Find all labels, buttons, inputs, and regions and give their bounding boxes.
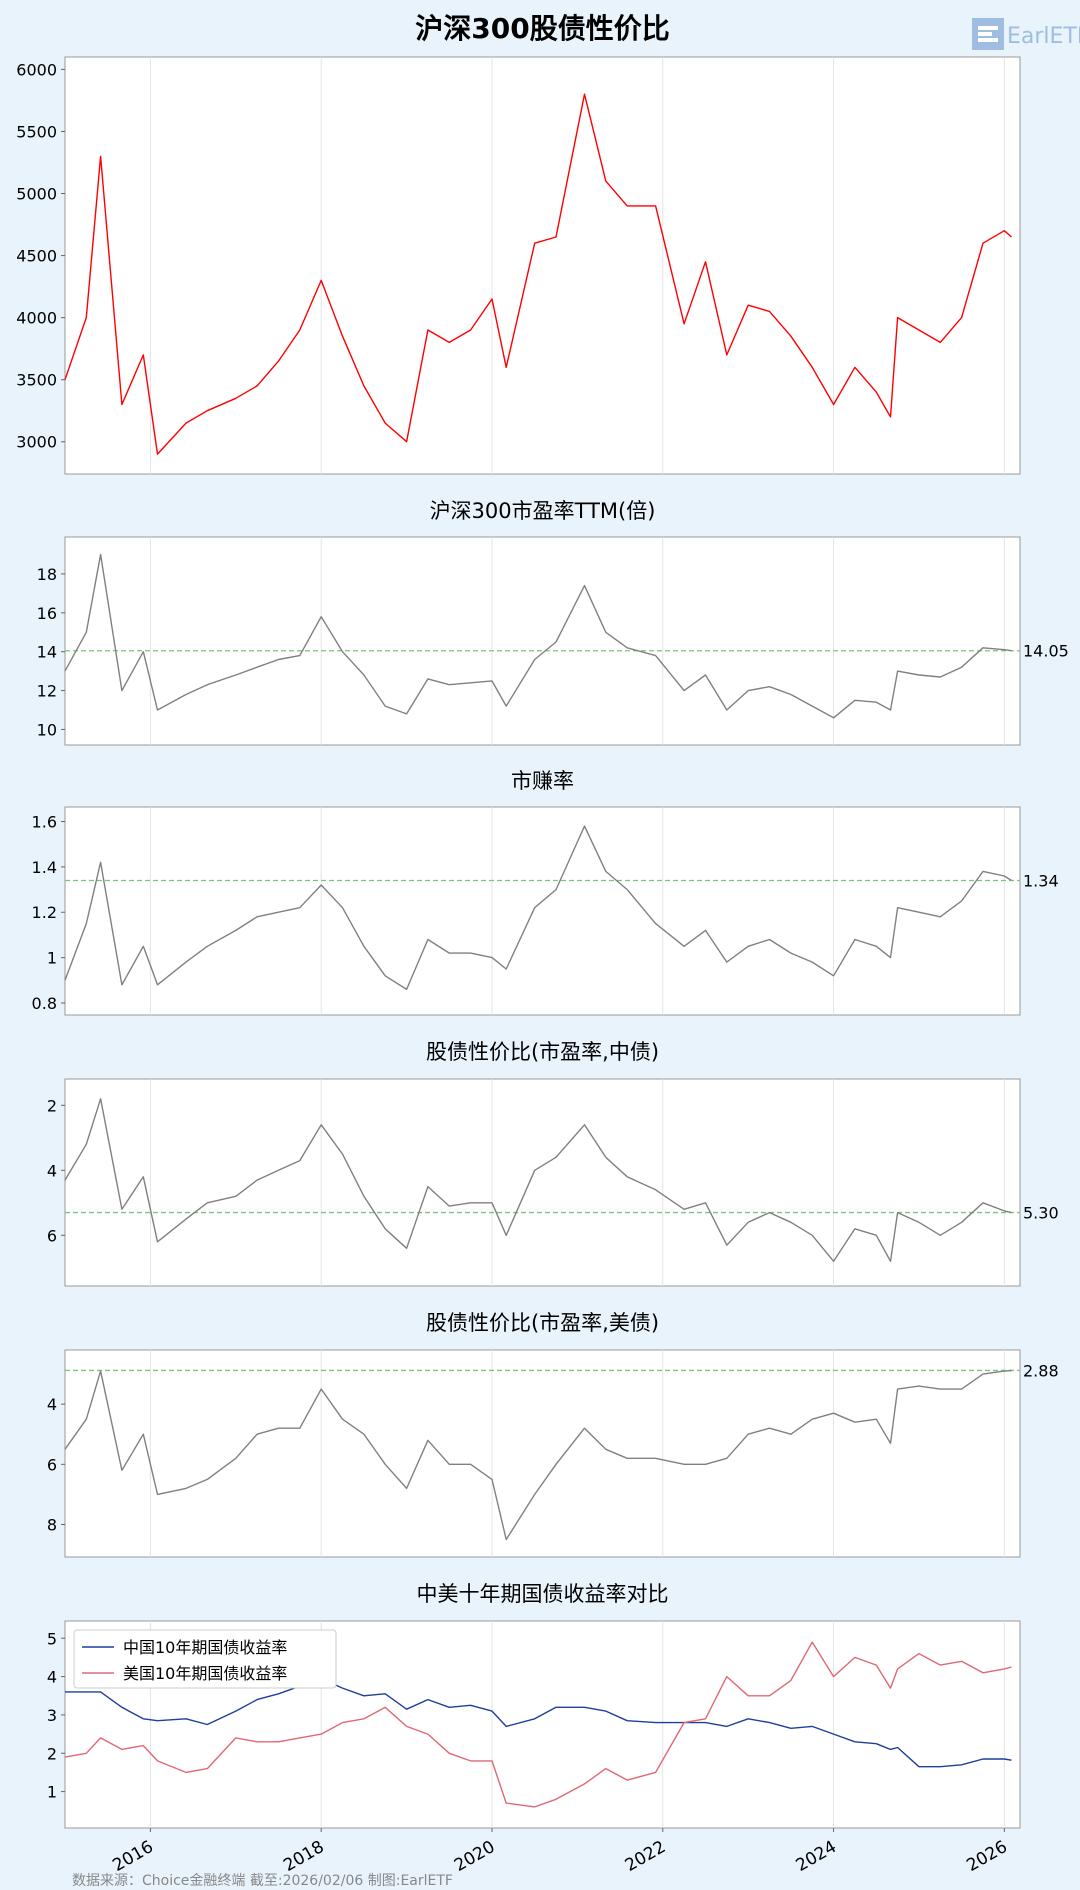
panel-2: 沪深300市盈率TTM(倍) 10 12 14 16 18 14.05 bbox=[37, 499, 1069, 746]
y-tick-label: 16 bbox=[37, 604, 57, 623]
x-tick-label: 2020 bbox=[451, 1837, 498, 1876]
earletf-logo: EarlETF bbox=[972, 16, 1080, 54]
y-tick-label: 1 bbox=[47, 949, 57, 968]
reference-label: 14.05 bbox=[1023, 642, 1069, 661]
legend-label: 美国10年期国债收益率 bbox=[123, 1664, 287, 1683]
plot-area bbox=[64, 56, 1021, 475]
y-tick-label: 18 bbox=[37, 565, 57, 584]
legend-label: 中国10年期国债收益率 bbox=[123, 1638, 287, 1657]
series-line-2 bbox=[64, 1641, 1012, 1808]
x-tick-label: 2016 bbox=[109, 1837, 156, 1876]
svg-text:EarlETF: EarlETF bbox=[1007, 24, 1080, 49]
y-tick-label: 5 bbox=[47, 1629, 57, 1648]
panel-1: 沪深300股债性价比 3000 3500 4000 4500 5000 5500 6000 bbox=[16, 12, 1021, 475]
reference-label: 5.30 bbox=[1023, 1204, 1059, 1223]
y-tick-label: 3 bbox=[47, 1706, 57, 1725]
y-tick-label: 1.6 bbox=[32, 813, 57, 832]
series-line-1 bbox=[64, 1098, 1012, 1262]
series-line-1 bbox=[64, 825, 1012, 991]
y-tick-label: 6 bbox=[47, 1226, 57, 1245]
x-tick-label: 2024 bbox=[793, 1837, 840, 1876]
plot-area bbox=[64, 536, 1021, 746]
panel-3: 市赚率 0.8 1 1.2 1.4 1.6 1.34 bbox=[32, 769, 1059, 1016]
legend-box bbox=[73, 1629, 337, 1689]
reference-label: 2.88 bbox=[1023, 1361, 1059, 1380]
plot-area bbox=[64, 806, 1021, 1016]
y-tick-label: 0.8 bbox=[32, 994, 57, 1013]
y-tick-label: 4 bbox=[47, 1668, 57, 1687]
series-line-1 bbox=[65, 1677, 1012, 1768]
panel-title: 市赚率 bbox=[511, 769, 574, 793]
series-line-1 bbox=[64, 553, 1012, 719]
y-tick-label: 6000 bbox=[16, 60, 57, 79]
series-line-1 bbox=[64, 1369, 1012, 1541]
x-tick-label: 2018 bbox=[280, 1837, 327, 1876]
y-tick-label: 5500 bbox=[16, 122, 57, 141]
panel-title: 股债性价比(市盈率,美债) bbox=[426, 1311, 659, 1335]
y-tick-label: 5000 bbox=[16, 185, 57, 204]
y-tick-label: 4500 bbox=[16, 247, 57, 266]
x-tick-label: 2026 bbox=[963, 1837, 1010, 1876]
y-tick-label: 4 bbox=[47, 1395, 57, 1414]
series-line-1 bbox=[64, 93, 1012, 455]
y-tick-label: 1.2 bbox=[32, 903, 57, 922]
y-tick-label: 10 bbox=[37, 720, 57, 739]
reference-label: 1.34 bbox=[1023, 871, 1059, 890]
y-tick-label: 12 bbox=[37, 682, 57, 701]
y-tick-label: 6 bbox=[47, 1455, 57, 1474]
y-tick-label: 14 bbox=[37, 643, 57, 662]
panel-title: 股债性价比(市盈率,中债) bbox=[426, 1040, 659, 1064]
y-tick-label: 3000 bbox=[16, 433, 57, 452]
panel-title: 中美十年期国债收益率对比 bbox=[417, 1582, 669, 1606]
y-tick-label: 8 bbox=[47, 1516, 57, 1535]
panel-title: 沪深300市盈率TTM(倍) bbox=[430, 499, 656, 523]
source-footer: 数据来源：Choice金融终端 截至:2026/02/06 制图:EarlETF bbox=[72, 1873, 453, 1889]
y-tick-label: 1 bbox=[47, 1783, 57, 1802]
panel-title: 沪深300股债性价比 bbox=[415, 12, 669, 45]
y-tick-label: 1.4 bbox=[32, 858, 57, 877]
y-tick-label: 2 bbox=[47, 1744, 57, 1763]
x-tick-label: 2022 bbox=[622, 1837, 669, 1876]
y-tick-label: 3500 bbox=[16, 371, 57, 390]
plot-area bbox=[64, 1349, 1021, 1558]
y-tick-label: 2 bbox=[47, 1096, 57, 1115]
plot-area bbox=[64, 1078, 1021, 1287]
panel-5: 股债性价比(市盈率,美债) 4 6 8 2.88 bbox=[47, 1311, 1059, 1558]
panel-4: 股债性价比(市盈率,中债) 2 4 6 5.30 bbox=[47, 1040, 1059, 1287]
y-tick-label: 4 bbox=[47, 1161, 57, 1180]
y-tick-label: 4000 bbox=[16, 309, 57, 328]
